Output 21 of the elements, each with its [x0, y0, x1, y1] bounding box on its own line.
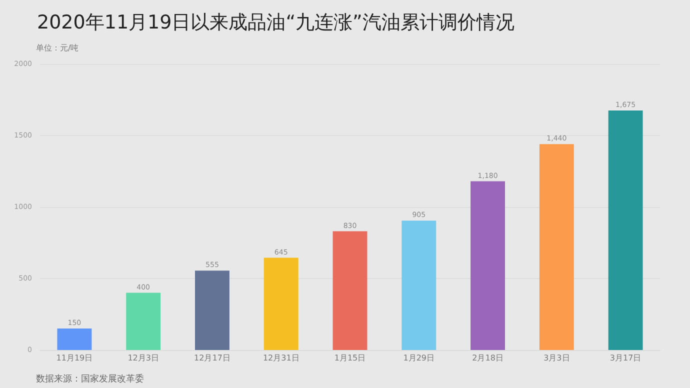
x-tick-label: 1月29日 — [403, 354, 435, 362]
chart-title: 2020年11月19日以来成品油“九连涨”汽油累计调价情况 — [37, 12, 514, 34]
bar — [470, 181, 505, 350]
source-note: 数据来源：国家发展改革委 — [36, 374, 144, 384]
x-tick-label: 12月17日 — [194, 354, 230, 362]
bar — [57, 328, 92, 350]
bar — [539, 144, 574, 350]
x-tick-label: 12月3日 — [128, 354, 159, 362]
x-tick-label: 2月18日 — [472, 354, 504, 362]
bar — [126, 292, 161, 350]
bar — [608, 110, 643, 350]
bar — [402, 220, 436, 350]
x-tick-label: 11月19日 — [56, 354, 93, 362]
y-axis-title: 单位：元/吨 — [36, 44, 79, 52]
x-tick-label: 1月15日 — [334, 354, 366, 362]
bar — [264, 258, 298, 350]
bar — [195, 270, 230, 350]
x-tick-label: 3月3日 — [544, 354, 570, 362]
x-tick-label: 3月17日 — [610, 354, 642, 362]
bar — [332, 231, 368, 350]
x-tick-label: 12月31日 — [262, 354, 300, 362]
